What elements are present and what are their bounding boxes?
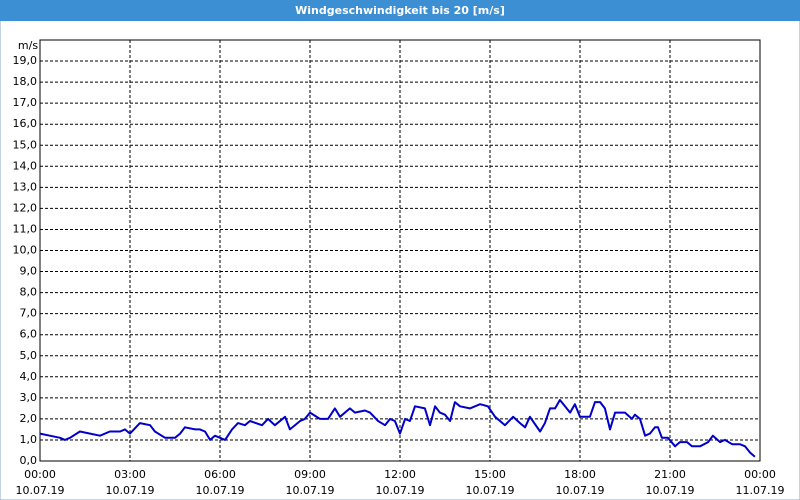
y-tick-label: 7,0 <box>20 307 38 320</box>
y-tick-label: 3,0 <box>20 391 38 404</box>
plot-border <box>39 39 761 462</box>
x-tick-label: 10.07.19 <box>466 484 515 497</box>
x-tick-label: 00:00 <box>24 468 56 481</box>
y-tick-label: 6,0 <box>20 328 38 341</box>
y-tick-label: 9,0 <box>20 265 38 278</box>
x-tick-label: 10.07.19 <box>16 484 65 497</box>
x-tick-label: 18:00 <box>564 468 596 481</box>
y-tick-label: 5,0 <box>20 349 38 362</box>
y-tick-label: 10,0 <box>13 244 38 257</box>
y-tick-label: 4,0 <box>20 370 38 383</box>
x-tick-label: 03:00 <box>114 468 146 481</box>
chart-title: Windgeschwindigkeit bis 20 [m/s] <box>295 4 505 17</box>
x-tick-label: 10.07.19 <box>376 484 425 497</box>
x-tick-label: 06:00 <box>204 468 236 481</box>
x-tick-label: 12:00 <box>384 468 416 481</box>
y-tick-label: 13,0 <box>13 180 38 193</box>
y-tick-label: 1,0 <box>20 433 38 446</box>
title-bar <box>0 0 800 21</box>
y-axis-label: m/s <box>18 39 38 52</box>
x-tick-label: 10.07.19 <box>556 484 605 497</box>
x-tick-label: 10.07.19 <box>106 484 155 497</box>
x-tick-label: 11.07.19 <box>736 484 785 497</box>
x-tick-label: 21:00 <box>654 468 686 481</box>
y-tick-label: 14,0 <box>13 159 38 172</box>
data-line <box>39 399 756 458</box>
y-tick-label: 12,0 <box>13 201 38 214</box>
x-tick-label: 10.07.19 <box>196 484 245 497</box>
x-tick-label: 09:00 <box>294 468 326 481</box>
y-tick-label: 8,0 <box>20 286 38 299</box>
y-tick-label: 2,0 <box>20 412 38 425</box>
y-tick-label: 0,0 <box>20 454 38 467</box>
x-tick-label: 10.07.19 <box>286 484 335 497</box>
y-tick-label: 19,0 <box>13 54 38 67</box>
y-tick-label: 18,0 <box>13 75 38 88</box>
y-tick-label: 15,0 <box>13 138 38 151</box>
y-tick-label: 17,0 <box>13 96 38 109</box>
y-tick-label: 16,0 <box>13 117 38 130</box>
x-tick-label: 00:00 <box>744 468 776 481</box>
y-tick-label: 11,0 <box>13 222 38 235</box>
x-tick-label: 10.07.19 <box>646 484 695 497</box>
x-tick-label: 15:00 <box>474 468 506 481</box>
